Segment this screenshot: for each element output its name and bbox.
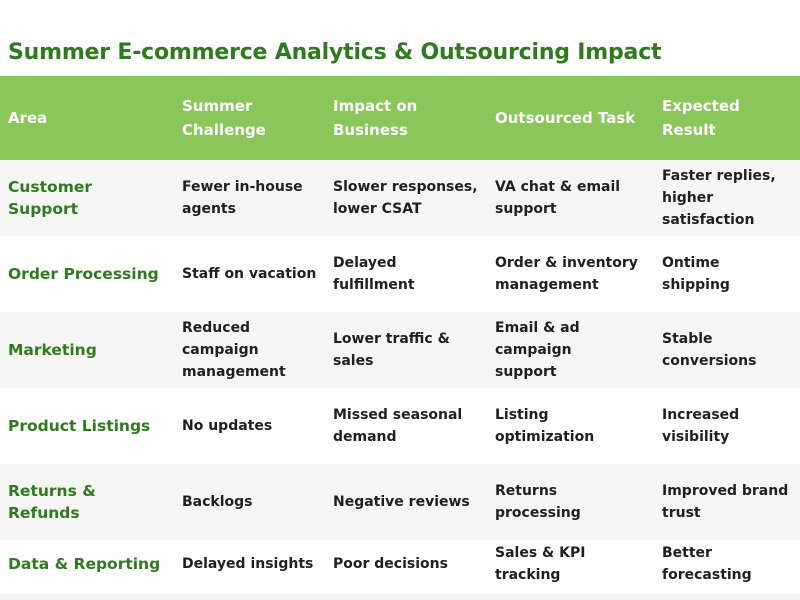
row-task-cell: Listing optimization: [487, 388, 654, 464]
table-row: Product Listings No updates Missed seaso…: [0, 388, 800, 464]
row-challenge-cell: Staff on vacation: [174, 236, 325, 312]
table-header-row: Area Summer Challenge Impact on Business…: [0, 76, 800, 160]
row-challenge-cell: Delayed insights: [174, 540, 325, 588]
table-row: Data & Reporting Delayed insights Poor d…: [0, 540, 800, 588]
impact-table: Area Summer Challenge Impact on Business…: [0, 76, 800, 588]
row-result-cell: Ontime shipping: [654, 236, 800, 312]
row-task-cell: VA chat & email support: [487, 160, 654, 236]
row-area-cell: Product Listings: [0, 388, 174, 464]
row-impact-cell: Poor decisions: [325, 540, 487, 588]
bottom-divider: [0, 594, 800, 600]
row-area-cell: Data & Reporting: [0, 540, 174, 588]
row-impact-cell: Lower traffic & sales: [325, 312, 487, 388]
row-impact-cell: Slower responses, lower CSAT: [325, 160, 487, 236]
row-result-cell: Stable conversions: [654, 312, 800, 388]
header-outsourced-task: Outsourced Task: [487, 76, 654, 160]
row-result-cell: Increased visibility: [654, 388, 800, 464]
row-area-cell: Returns & Refunds: [0, 464, 174, 540]
row-challenge-cell: No updates: [174, 388, 325, 464]
header-expected-result: Expected Result: [654, 76, 800, 160]
table-row: Marketing Reduced campaign management Lo…: [0, 312, 800, 388]
row-challenge-cell: Reduced campaign management: [174, 312, 325, 388]
row-area-cell: Customer Support: [0, 160, 174, 236]
header-summer-challenge: Summer Challenge: [174, 76, 325, 160]
table-row: Order Processing Staff on vacation Delay…: [0, 236, 800, 312]
row-area-cell: Order Processing: [0, 236, 174, 312]
table-row: Returns & Refunds Backlogs Negative revi…: [0, 464, 800, 540]
row-impact-cell: Negative reviews: [325, 464, 487, 540]
row-challenge-cell: Backlogs: [174, 464, 325, 540]
header-area: Area: [0, 76, 174, 160]
table-row: Customer Support Fewer in-house agents S…: [0, 160, 800, 236]
row-task-cell: Sales & KPI tracking: [487, 540, 654, 588]
row-task-cell: Order & inventory management: [487, 236, 654, 312]
row-challenge-cell: Fewer in-house agents: [174, 160, 325, 236]
row-area-cell: Marketing: [0, 312, 174, 388]
row-result-cell: Improved brand trust: [654, 464, 800, 540]
row-impact-cell: Delayed fulfillment: [325, 236, 487, 312]
row-task-cell: Email & ad campaign support: [487, 312, 654, 388]
row-result-cell: Faster replies, higher satisfaction: [654, 160, 800, 236]
row-task-cell: Returns processing: [487, 464, 654, 540]
row-impact-cell: Missed seasonal demand: [325, 388, 487, 464]
page-title: Summer E-commerce Analytics & Outsourcin…: [8, 40, 662, 65]
header-impact-on-business: Impact on Business: [325, 76, 487, 160]
row-result-cell: Better forecasting: [654, 540, 800, 588]
